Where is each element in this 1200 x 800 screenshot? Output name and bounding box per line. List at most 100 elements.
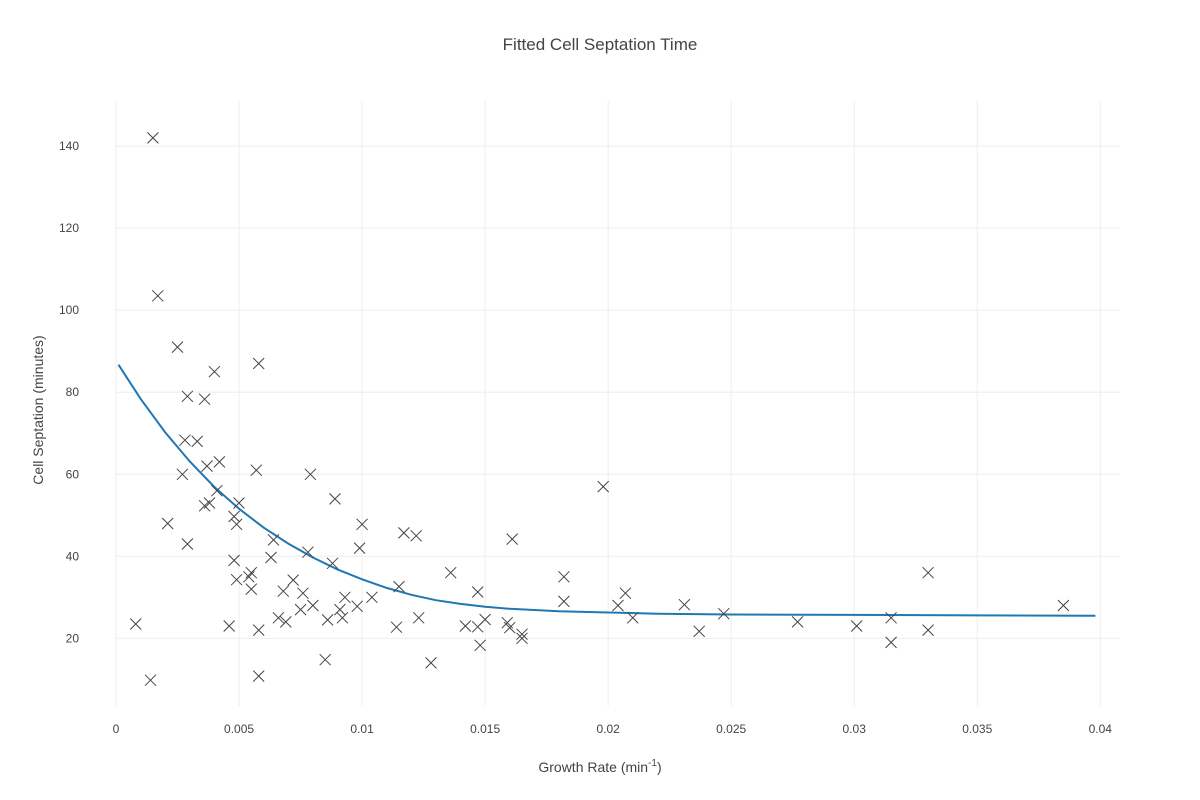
data-point-marker [181, 390, 194, 403]
x-axis-label-main: Growth Rate (min [538, 759, 648, 775]
data-point-marker [223, 620, 236, 632]
data-point-marker [516, 628, 528, 641]
x-tick-label: 0.04 [1089, 722, 1113, 736]
data-point-marker [230, 573, 243, 586]
data-point-marker [885, 636, 897, 649]
tick-labels: 0 0.005 0.01 0.015 0.02 0.025 0.03 0.035 0.04 20 4… [59, 139, 1112, 736]
data-point-marker [228, 554, 240, 567]
data-point-marker [319, 653, 332, 666]
data-point-marker [503, 621, 516, 634]
data-point-marker [459, 620, 472, 632]
y-axis-label: Cell Septation (minutes) [30, 335, 46, 484]
data-point-marker [203, 497, 216, 509]
x-tick-label: 0 [113, 722, 120, 736]
data-point-marker [272, 611, 285, 624]
data-point-marker [791, 616, 804, 628]
data-point-marker [850, 620, 863, 632]
data-point-marker [356, 518, 368, 531]
data-point-marker [693, 625, 706, 638]
data-point-marker [339, 591, 351, 604]
y-tick-label: 140 [59, 139, 79, 153]
data-point-marker [412, 611, 425, 624]
x-axis-label-tail: ) [657, 759, 662, 775]
data-point-marker [230, 518, 243, 531]
data-point-marker [129, 618, 142, 630]
x-tick-label: 0.015 [470, 722, 500, 736]
data-point-marker [287, 574, 300, 586]
data-point-marker [506, 533, 519, 545]
data-point-marker [161, 517, 174, 530]
data-point-marker [329, 493, 341, 505]
data-point-marker [558, 570, 570, 583]
data-point-marker [252, 357, 265, 370]
data-point-marker [245, 583, 258, 595]
data-point-marker [302, 546, 314, 559]
data-point-marker [181, 538, 194, 550]
data-point-marker [198, 393, 211, 406]
data-point-marker [267, 534, 280, 546]
x-axis-label: Growth Rate (min-1) [538, 758, 661, 775]
data-point-marker [558, 595, 570, 608]
data-point-marker [307, 599, 319, 612]
data-point-marker [334, 603, 346, 616]
data-point-marker [245, 566, 258, 579]
data-point-marker [393, 580, 405, 593]
x-tick-label: 0.03 [843, 722, 867, 736]
y-tick-label: 20 [66, 631, 80, 645]
data-point-marker [279, 616, 292, 628]
data-point-marker [471, 586, 484, 598]
data-point-marker [678, 598, 691, 611]
y-tick-label: 80 [66, 385, 80, 399]
fit-curve [117, 364, 1096, 617]
data-point-marker [171, 341, 184, 353]
y-tick-label: 60 [66, 467, 80, 481]
data-point-marker [425, 657, 437, 669]
x-tick-label: 0.035 [962, 722, 992, 736]
y-tick-label: 100 [59, 303, 79, 317]
data-point-marker [922, 566, 934, 579]
data-point-marker [398, 527, 410, 539]
data-point-marker [250, 464, 263, 477]
data-point-marker [294, 603, 307, 616]
y-tick-label: 120 [59, 221, 79, 235]
data-point-marker [390, 621, 403, 634]
data-point-marker [922, 624, 934, 636]
data-point-marker [265, 551, 277, 564]
data-point-marker [201, 460, 213, 472]
data-point-marker [144, 674, 157, 687]
data-point-marker [147, 132, 159, 144]
data-point-marker [516, 632, 528, 645]
data-point-marker [252, 670, 265, 682]
data-point-marker [191, 435, 204, 448]
x-tick-label: 0.005 [224, 722, 254, 736]
x-tick-label: 0.025 [716, 722, 746, 736]
data-point-marker [885, 611, 897, 624]
data-point-marker [479, 613, 491, 626]
x-tick-label: 0.02 [596, 722, 620, 736]
data-point-marker [211, 484, 223, 497]
data-point-marker [304, 468, 317, 481]
data-point-marker [297, 587, 309, 600]
x-tick-label: 0.01 [350, 722, 374, 736]
data-point-marker [326, 557, 339, 570]
data-point-marker [444, 566, 457, 579]
data-point-marker [612, 599, 624, 612]
data-point-marker [717, 607, 730, 620]
data-point-marker [597, 480, 610, 493]
data-point-marker [366, 591, 378, 604]
x-axis-label-superscript: -1 [648, 758, 657, 769]
data-point-marker [208, 365, 221, 378]
data-point-marker [626, 611, 639, 624]
data-point-marker [151, 289, 164, 302]
data-point-marker [474, 639, 487, 652]
data-point-marker [321, 614, 334, 626]
data-point-marker [277, 585, 290, 598]
data-point-marker [228, 510, 240, 523]
fit-curve-layer [117, 364, 1096, 617]
data-point-marker [351, 600, 364, 613]
data-point-marker [410, 529, 423, 542]
data-point-marker [233, 497, 245, 509]
data-point-marker [179, 434, 191, 447]
